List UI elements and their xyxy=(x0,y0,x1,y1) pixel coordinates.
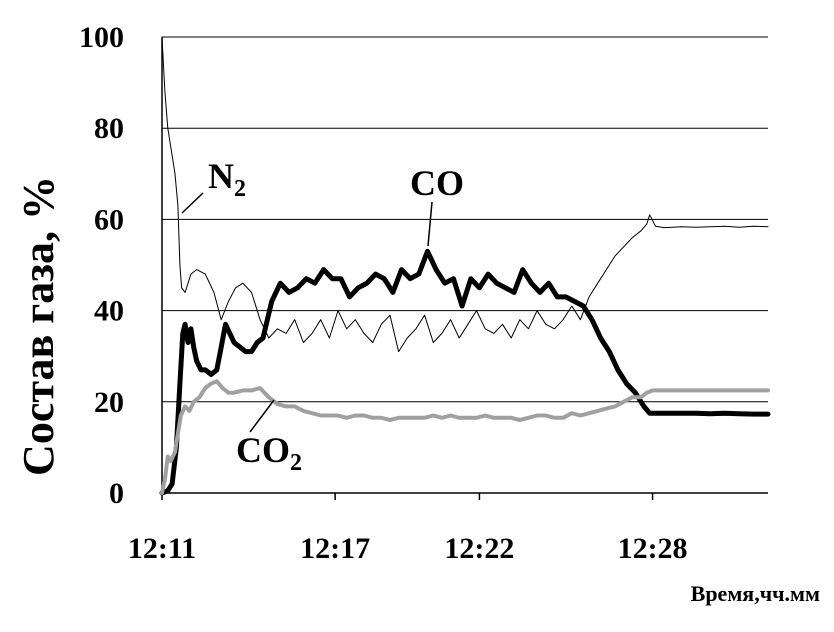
y-axis-label: Состав газа, % xyxy=(14,176,63,476)
series-line-co2 xyxy=(160,379,770,495)
y-tick-label: 100 xyxy=(79,21,124,54)
series-line-n2 xyxy=(161,36,769,353)
series-label-n2: N2 xyxy=(208,156,246,202)
series-lines xyxy=(159,36,771,496)
annotations: N2 CO CO2 xyxy=(181,156,464,476)
annotation-leader-co xyxy=(427,201,433,247)
y-tick-label: 60 xyxy=(94,203,124,236)
y-tick-label: 40 xyxy=(94,295,124,328)
y-tick-label: 80 xyxy=(94,112,124,145)
axes xyxy=(161,37,768,500)
grid-lines xyxy=(162,36,768,403)
x-tick-label: 12:28 xyxy=(618,532,688,565)
annotation-leader-n2 xyxy=(181,192,204,214)
x-tick-label: 12:11 xyxy=(128,532,196,565)
x-axis-label: Время,чч.мм xyxy=(691,581,820,606)
x-tick-label: 12:22 xyxy=(444,532,514,565)
series-label-co: CO xyxy=(410,163,464,203)
annotation-leader-co2 xyxy=(249,399,275,433)
series-label-co2: CO2 xyxy=(236,430,302,476)
tick-labels: 0 20 40 60 80 100 12:11 12:17 12:22 12:28 xyxy=(79,21,688,565)
x-tick-label: 12:17 xyxy=(300,532,370,565)
y-tick-label: 20 xyxy=(94,386,124,419)
y-tick-label: 0 xyxy=(109,477,124,510)
series-line-co xyxy=(159,248,771,496)
